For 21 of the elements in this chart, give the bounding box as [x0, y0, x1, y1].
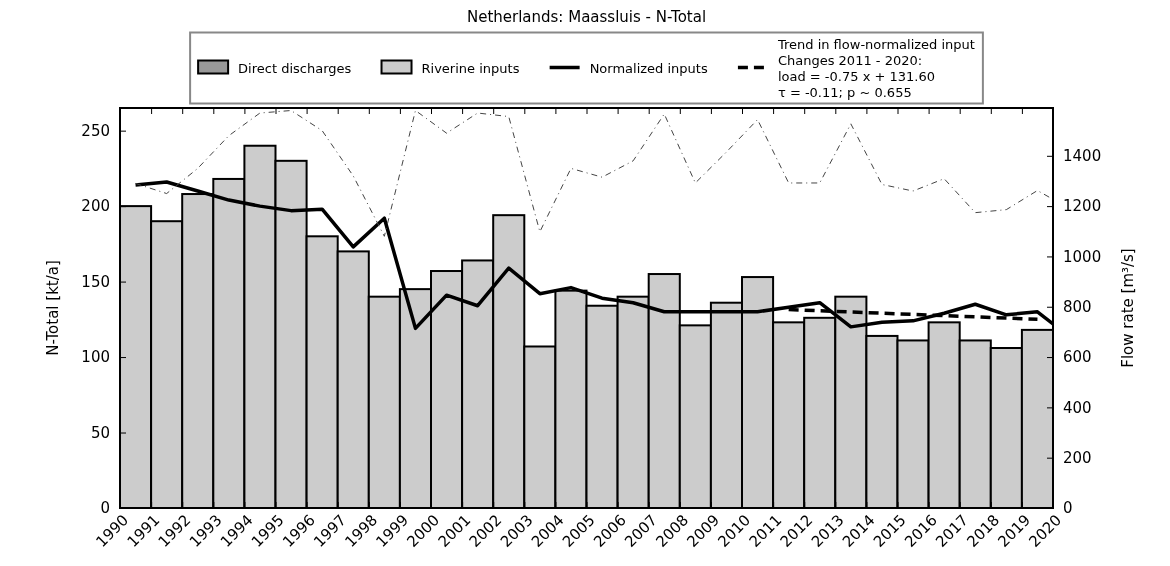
- y-tick-label: 100: [81, 348, 110, 367]
- legend-label: Direct discharges: [238, 60, 352, 76]
- y2-tick-label: 200: [1063, 448, 1092, 467]
- y2-tick-label: 600: [1063, 348, 1092, 367]
- y2-tick-label: 1000: [1063, 247, 1102, 266]
- y-tick-label: 0: [100, 499, 110, 518]
- y2-tick-label: 1200: [1063, 197, 1102, 216]
- y2-tick-label: 1400: [1063, 147, 1102, 166]
- y-tick-label: 50: [90, 423, 110, 442]
- y2-axis-title: Flow rate [m³/s]: [1119, 248, 1137, 368]
- y-tick-label: 150: [81, 272, 110, 291]
- y-axis-title: N-Total [kt/a]: [44, 260, 62, 356]
- y-tick-label: 200: [81, 197, 110, 216]
- legend-label: Trend in flow-normalized input Changes 2011 - 2020: load = -0.75 x + 131.60 τ = -0.11; p ~ 0.655: [776, 36, 975, 100]
- legend-label: Normalized inputs: [589, 60, 708, 76]
- y2-tick-label: 800: [1063, 298, 1092, 317]
- y-tick-label: 250: [81, 121, 110, 140]
- y2-tick-label: 0: [1063, 499, 1073, 518]
- chart-title: Netherlands: Maassluis - N-Total: [466, 8, 707, 26]
- legend-label: Riverine inputs: [421, 60, 520, 76]
- y2-tick-label: 400: [1063, 398, 1092, 417]
